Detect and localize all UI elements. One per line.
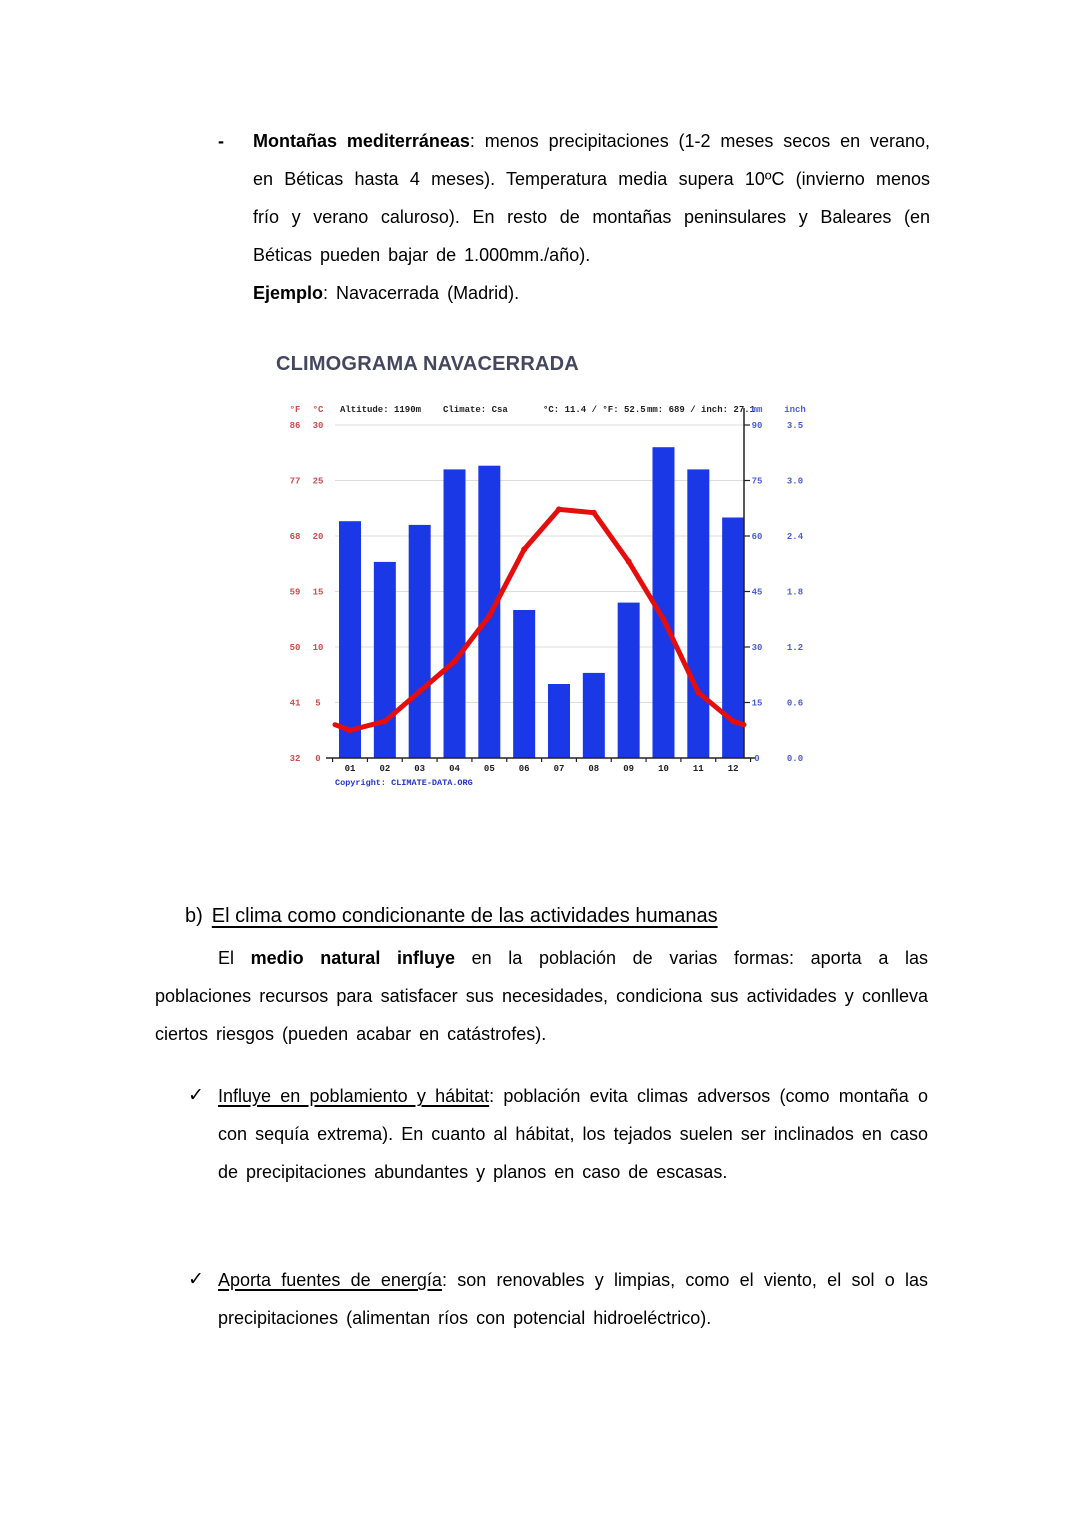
section-b-text-1: El — [218, 948, 251, 968]
svg-text:20: 20 — [313, 532, 324, 542]
svg-text:32: 32 — [290, 754, 301, 764]
svg-text:09: 09 — [623, 764, 634, 774]
svg-text:68: 68 — [290, 532, 301, 542]
svg-text:45: 45 — [752, 588, 763, 598]
svg-text:01: 01 — [345, 764, 356, 774]
bullet-item-mountains: - Montañas mediterráneas: menos precipit… — [218, 122, 930, 312]
svg-text:15: 15 — [752, 699, 763, 709]
svg-text:°C: °C — [313, 405, 324, 415]
check-paragraph: Influye en poblamiento y hábitat: poblac… — [218, 1077, 928, 1191]
svg-text:3.0: 3.0 — [787, 477, 803, 487]
section-b-title: El clima como condicionante de las activ… — [211, 905, 718, 927]
chart-header: °F °C Altitude: 1190m Climate: Csa °C: 11.4 … — [290, 405, 806, 415]
chart-title: CLIMOGRAMA NAVACERRADA — [276, 353, 579, 375]
temperature-line — [332, 506, 747, 734]
svg-text:0: 0 — [754, 754, 759, 764]
right-axis-labels: 90 3.5 75 3.0 60 2.4 45 1.8 30 1.2 15 0.6 0 0.0 — [752, 421, 804, 764]
svg-text:06: 06 — [519, 764, 530, 774]
bullet-dash: - — [218, 131, 224, 151]
svg-text:0: 0 — [315, 754, 320, 764]
svg-text:11: 11 — [693, 764, 704, 774]
check-item-energia: ✓ Aporta fuentes de energía: son renovab… — [188, 1261, 928, 1337]
bullet-body-text: : menos precipitaciones (1-2 meses secos… — [253, 131, 930, 265]
month-labels: 01 02 03 04 05 06 07 08 09 10 11 12 — [345, 764, 739, 774]
svg-text:°F: °F — [290, 405, 301, 415]
svg-text:Altitude: 1190m: Altitude: 1190m — [340, 405, 422, 415]
svg-text:3.5: 3.5 — [787, 421, 803, 431]
checkmark-icon: ✓ — [188, 1269, 204, 1290]
svg-text:05: 05 — [484, 764, 495, 774]
section-b-heading: b) El clima como condicionante de las act… — [185, 901, 718, 931]
check-body-text: : población evita climas adversos (como … — [218, 1086, 929, 1182]
check-body-text: : son renovables y limpias, como el vien… — [218, 1270, 929, 1328]
section-b-text-bold: medio natural influye — [250, 948, 455, 968]
section-b-paragraph: El medio natural influye en la población… — [155, 939, 928, 1053]
check-lead-underlined: Influye en poblamiento y hábitat — [218, 1086, 490, 1106]
svg-text:Climate: Csa: Climate: Csa — [443, 405, 508, 415]
climograph-svg: °F °C Altitude: 1190m Climate: Csa °C: 11.4 … — [290, 405, 806, 788]
svg-text:15: 15 — [313, 588, 324, 598]
example-line: Ejemplo: Navacerrada (Madrid). — [253, 274, 930, 312]
checkmark-icon: ✓ — [188, 1085, 204, 1106]
svg-text:mm: 689 / inch: 27.1: mm: 689 / inch: 27.1 — [647, 405, 756, 415]
svg-text:Copyright: CLIMATE-DATA.ORG: Copyright: CLIMATE-DATA.ORG — [335, 778, 473, 788]
svg-text:0.0: 0.0 — [787, 754, 803, 764]
svg-text:60: 60 — [752, 532, 763, 542]
example-label-bold: Ejemplo — [253, 283, 324, 303]
svg-text:86: 86 — [290, 421, 301, 431]
check-lead-underlined: Aporta fuentes de energía — [218, 1270, 442, 1290]
svg-text:2.4: 2.4 — [787, 532, 804, 542]
svg-text:1.2: 1.2 — [787, 643, 803, 653]
check-item-poblamiento: ✓ Influye en poblamiento y hábitat: pobl… — [188, 1077, 928, 1191]
chart-copyright: Copyright: CLIMATE-DATA.ORG — [335, 778, 473, 788]
svg-text:30: 30 — [752, 643, 763, 653]
svg-text:59: 59 — [290, 588, 301, 598]
bullet-lead-bold: Montañas mediterráneas — [253, 131, 470, 151]
svg-text:07: 07 — [554, 764, 565, 774]
svg-text:10: 10 — [658, 764, 669, 774]
svg-text:30: 30 — [313, 421, 324, 431]
left-axis-labels: 86 30 77 25 68 20 59 15 50 10 41 5 32 0 — [290, 421, 324, 764]
svg-text:mm: mm — [752, 405, 763, 415]
svg-text:41: 41 — [290, 699, 301, 709]
svg-text:02: 02 — [379, 764, 390, 774]
svg-text:08: 08 — [588, 764, 599, 774]
bullet-paragraph: Montañas mediterráneas: menos precipitac… — [253, 122, 930, 274]
svg-text:°C: 11.4 / °F: 52.5: °C: 11.4 / °F: 52.5 — [543, 405, 646, 415]
svg-text:inch: inch — [784, 405, 806, 415]
svg-text:5: 5 — [315, 699, 320, 709]
svg-text:03: 03 — [414, 764, 425, 774]
svg-text:10: 10 — [313, 643, 324, 653]
svg-text:0.6: 0.6 — [787, 699, 803, 709]
svg-text:90: 90 — [752, 421, 763, 431]
axes — [326, 408, 755, 762]
svg-text:77: 77 — [290, 477, 301, 487]
example-text: : Navacerrada (Madrid). — [323, 283, 520, 303]
svg-text:75: 75 — [752, 477, 763, 487]
svg-text:12: 12 — [728, 764, 739, 774]
check-paragraph: Aporta fuentes de energía: son renovable… — [218, 1261, 928, 1337]
svg-text:25: 25 — [313, 477, 324, 487]
svg-text:04: 04 — [449, 764, 460, 774]
section-b-text-2: en la población de varias formas: aporta… — [155, 948, 928, 1044]
svg-text:1.8: 1.8 — [787, 588, 803, 598]
section-b-prefix: b) — [185, 905, 203, 927]
svg-text:50: 50 — [290, 643, 301, 653]
